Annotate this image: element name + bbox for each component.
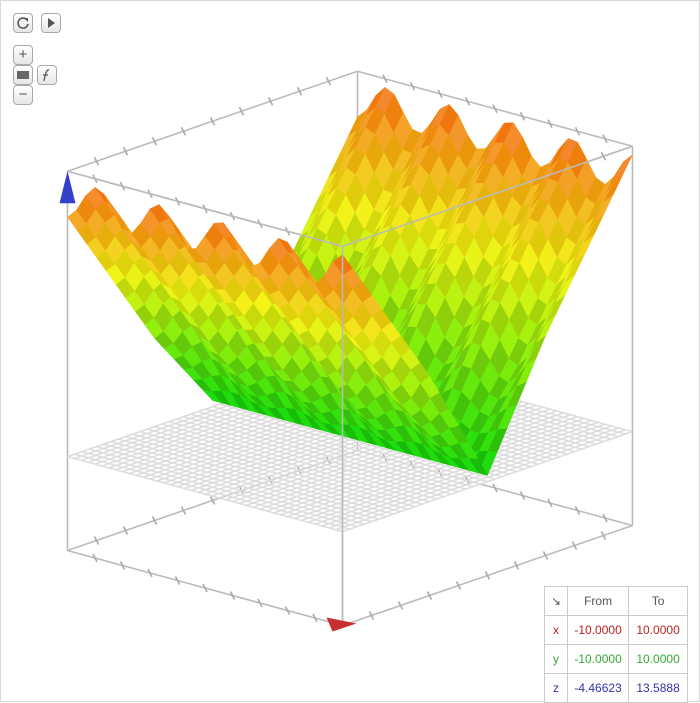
- box-tick: [455, 581, 462, 590]
- box-tick: [93, 156, 100, 166]
- box-tick: [122, 526, 129, 535]
- box-tick: [519, 111, 526, 121]
- plane-grid: [280, 413, 571, 516]
- z-axis-arrow: [59, 171, 76, 204]
- plane-grid: [335, 428, 626, 531]
- plane-grid: [273, 412, 565, 514]
- box-tick: [93, 536, 100, 545]
- box-tick: [174, 576, 181, 585]
- x-axis-arrow: [326, 617, 357, 632]
- box-tick: [180, 126, 187, 136]
- plane-grid: [307, 421, 599, 524]
- box-tick: [209, 496, 216, 505]
- value-cell: 10.0000: [628, 644, 689, 674]
- plane-grid: [342, 430, 633, 533]
- reset-icon: [17, 17, 29, 29]
- box-tick: [180, 506, 187, 515]
- range-table: ↘ From To x -10.0000 10.0000 y -10.0000 …: [543, 586, 689, 703]
- box-tick: [574, 126, 581, 136]
- value-cell: 10.0000: [628, 615, 689, 645]
- box-tick: [312, 613, 318, 623]
- box-tick: [202, 583, 208, 593]
- box-tick: [426, 591, 433, 600]
- axis-cell: y: [543, 644, 569, 674]
- box-tick: [151, 516, 158, 525]
- zoom-out-button[interactable]: −: [13, 85, 33, 105]
- box-tick: [284, 606, 291, 615]
- box-tick: [151, 136, 158, 146]
- box-tick: [600, 531, 607, 540]
- box-tick: [382, 74, 388, 84]
- plane-grid: [328, 427, 620, 529]
- table-row: z -4.46623 13.5888: [543, 673, 689, 703]
- play-icon: [48, 18, 55, 28]
- view-icon: [17, 71, 29, 79]
- box-tick: [119, 561, 126, 570]
- header-cell: To: [628, 586, 689, 616]
- surface-patch: [613, 154, 633, 183]
- box-tick: [257, 598, 263, 608]
- box-tick: [484, 571, 491, 580]
- reset-button[interactable]: [13, 13, 33, 33]
- value-cell: -4.46623: [567, 673, 630, 703]
- box-tick: [437, 89, 443, 99]
- table-row: x -10.0000 10.0000: [543, 615, 689, 645]
- plane-grid: [266, 410, 558, 512]
- table-row: y -10.0000 10.0000: [543, 644, 689, 674]
- formula-button[interactable]: [37, 65, 57, 85]
- box-tick: [325, 76, 332, 86]
- box-tick: [229, 591, 236, 600]
- box-tick: [296, 86, 303, 96]
- axis-cell: x: [543, 615, 569, 645]
- plane-grid: [300, 419, 592, 522]
- plane-grid: [219, 403, 495, 480]
- box-tick: [519, 491, 526, 500]
- box-tick: [574, 506, 581, 515]
- box-tick: [492, 104, 498, 114]
- plane-grid: [321, 425, 613, 527]
- box-tick: [602, 134, 608, 144]
- zoom-in-button[interactable]: +: [13, 45, 33, 65]
- plane-grid: [212, 405, 488, 483]
- box-tick: [542, 551, 549, 560]
- corner-cell: ↘: [543, 586, 569, 616]
- table-header: ↘ From To: [543, 586, 689, 616]
- box-tick: [602, 513, 608, 523]
- value-cell: 13.5888: [628, 673, 689, 703]
- box-tick: [92, 553, 98, 563]
- header-cell: From: [567, 586, 630, 616]
- value-cell: -10.0000: [567, 644, 630, 674]
- box-tick: [492, 483, 498, 493]
- box-tick: [238, 106, 245, 116]
- box-tick: [571, 541, 578, 550]
- plane-grid: [314, 423, 606, 525]
- box-edge: [342, 145, 633, 247]
- box-tick: [368, 611, 375, 620]
- formula-icon: [43, 69, 50, 82]
- box-tick: [513, 561, 520, 570]
- box-tick: [464, 96, 471, 106]
- box-tick: [122, 146, 129, 156]
- value-cell: -10.0000: [567, 615, 630, 645]
- box-tick: [409, 81, 416, 91]
- box-tick: [397, 601, 404, 610]
- axis-cell: z: [543, 673, 569, 703]
- box-edge: [67, 170, 343, 248]
- plane-grid: [287, 415, 578, 518]
- box-tick: [147, 568, 153, 578]
- play-button[interactable]: [41, 13, 61, 33]
- box-tick: [209, 116, 216, 126]
- view-button[interactable]: [13, 65, 33, 85]
- box-tick: [547, 119, 553, 129]
- box-tick: [547, 498, 553, 508]
- box-tick: [267, 96, 274, 106]
